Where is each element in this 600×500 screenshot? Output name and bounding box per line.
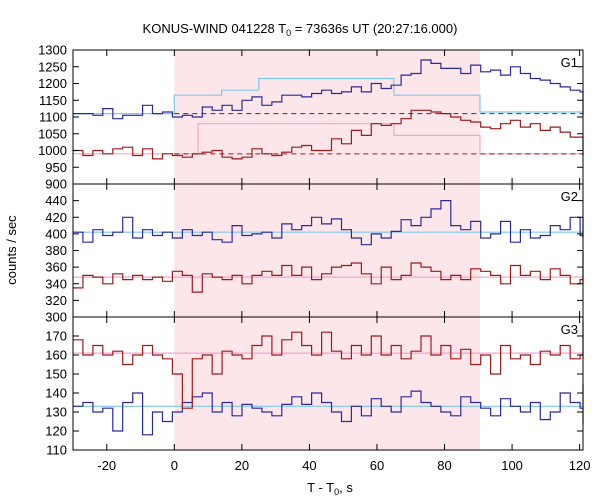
text-layer: KONUS-WIND 041228 T0 = 73636s UT (20:27:…: [4, 21, 590, 497]
panel-g2-y-tick-label: 440: [45, 193, 67, 208]
panel-g3-y-tick-label: 120: [45, 424, 67, 439]
x-tick-label: 20: [235, 458, 249, 473]
panel-g1-y-tick-label: 950: [45, 160, 67, 175]
panel-g2-y-tick-label: 320: [45, 293, 67, 308]
panel-g1-y-tick-label: 1250: [38, 59, 67, 74]
highlight-layer: [174, 50, 480, 450]
panel-g3-y-tick-label: 110: [46, 443, 67, 458]
title-rest: = 73636s UT (20:27:16.000): [291, 21, 457, 36]
x-tick-label: 60: [370, 458, 384, 473]
panel-g3-y-tick-label: 170: [45, 329, 67, 344]
panel-g2-y-tick-label: 400: [45, 226, 67, 241]
panel-g1-y-tick-label: 1150: [39, 93, 67, 108]
panel-g3-y-tick-label: 140: [45, 386, 67, 401]
panel-g3-label: G3: [561, 322, 578, 337]
panel-g1-y-tick-label: 1100: [39, 110, 67, 125]
panel-g1-y-tick-label: 1000: [38, 143, 67, 158]
frame-layer: [72, 49, 584, 451]
panel-g1-y-tick-label: 1300: [38, 43, 67, 58]
x-tick-label: 0: [171, 458, 178, 473]
panel-g3-y-tick-label: 160: [45, 348, 67, 363]
panel-g2-y-tick-label: 380: [45, 243, 67, 258]
panel-g1-fit-low: [73, 123, 583, 155]
x-tick-label: -20: [97, 458, 116, 473]
panel-g3-frame: [72, 316, 584, 451]
panel-g2-label: G2: [561, 189, 578, 204]
chart-title: KONUS-WIND 041228 T0 = 73636s UT (20:27:…: [143, 21, 458, 38]
x-tick-label: 80: [437, 458, 451, 473]
panel-g1-highlight-region: [174, 50, 480, 184]
x-tick-label: 120: [569, 458, 591, 473]
panel-g2-highlight-region: [174, 184, 480, 317]
x-tick-label: 100: [501, 458, 523, 473]
x-axis-title: T - T0, s: [307, 480, 353, 497]
title-main: KONUS-WIND 041228 T: [143, 21, 287, 36]
panel-g2-y-tick-label: 340: [45, 276, 67, 291]
panel-g3-y-tick-label: 130: [45, 405, 67, 420]
panel-g1-y-tick-label-bottom: 900: [45, 177, 67, 192]
x-tick-label: 40: [302, 458, 316, 473]
panel-g3-highlight-region: [174, 317, 480, 450]
title-subscript: 0: [286, 28, 291, 38]
panel-g1-fit-high: [73, 77, 583, 115]
panel-g2-y-tick-label: 300: [45, 310, 67, 325]
x-axis-title-main: T - T: [307, 480, 334, 495]
panel-g2-y-tick-label: 360: [45, 260, 67, 275]
panel-g1-label: G1: [561, 55, 578, 70]
x-axis-title-rest: , s: [339, 480, 353, 495]
panel-g1-y-tick-label: 1050: [38, 126, 67, 141]
panel-g3-y-tick-label: 150: [45, 367, 67, 382]
x-axis-title-subscript: 0: [334, 487, 339, 497]
panel-g1-y-tick-label: 1200: [38, 76, 67, 91]
panel-g2-y-tick-label: 420: [45, 210, 67, 225]
y-axis-title: counts / sec: [4, 215, 19, 285]
fit-layer: [73, 77, 583, 407]
